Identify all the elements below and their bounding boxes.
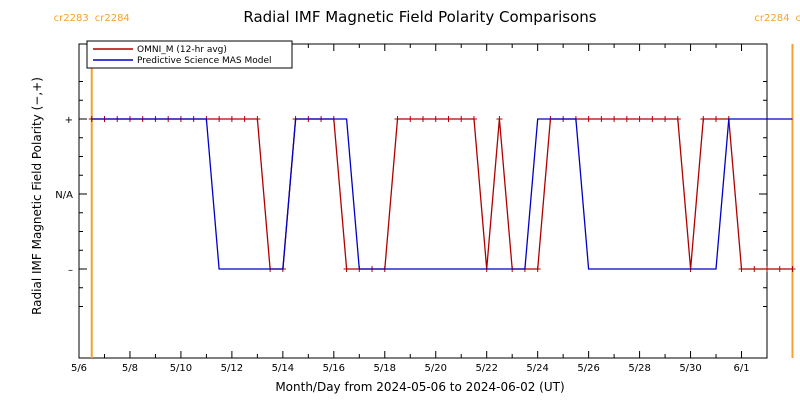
series-line-omni [91,118,793,270]
x-tick-label: 6/1 [733,363,749,374]
omni-data-point [241,116,248,122]
x-tick-label: 5/20 [425,363,447,374]
x-tick-label: 5/18 [374,363,396,374]
y-axis-title: Radial IMF Magnetic Field Polarity (−,+) [30,77,44,315]
x-tick-label: 5/12 [221,363,243,374]
x-tick-label: 5/22 [475,363,497,374]
x-tick-label: 5/16 [323,363,345,374]
x-axis: 5/6 5/8 5/10 5/12 5/14 5/16 5/18 5/20 5/22 5/24 5/… [71,44,768,374]
omni-data-point [713,116,720,122]
omni-data-point [674,116,681,122]
x-tick-label: 5/30 [679,363,701,374]
omni-data-point [776,266,783,272]
x-axis-title: Month/Day from 2024-05-06 to 2024-06-02 … [275,380,564,394]
omni-data-point [662,116,669,122]
omni-data-point [420,116,426,122]
x-tick-label: 5/28 [628,363,650,374]
omni-data-point [445,116,452,122]
omni-data-point [751,266,758,272]
omni-data-point [738,266,745,272]
omni-data-point [700,116,707,122]
x-tick-label: 5/6 [71,363,87,374]
omni-data-point [534,266,541,272]
carrington-boundary-lines [90,44,794,358]
y-tick-label: + [65,115,73,126]
omni-data-point [585,116,592,122]
omni-data-point [496,116,503,122]
cr-label-before: cr2283 [54,13,89,24]
omni-data-point [394,116,401,122]
omni-data-point [343,266,350,272]
omni-data-point [649,116,656,122]
omni-data-point [764,266,770,272]
cr-label-after: cr2284 [95,13,130,24]
legend-label-mas: Predictive Science MAS Model [137,56,272,66]
cr-label-before: cr2284 [754,13,789,24]
omni-data-point [432,116,439,122]
y-tick-label: N/A [55,190,73,201]
omni-data-point [470,116,477,122]
y-tick-label: – [68,265,73,276]
series-layer [88,116,796,272]
x-tick-label: 5/26 [577,363,599,374]
carrington-rotation-labels: cr2283 cr2284 cr2284 cr2285 [54,13,800,24]
omni-data-point [789,266,796,272]
x-tick-label: 5/8 [122,363,138,374]
omni-data-point [228,116,235,122]
omni-data-point [611,116,618,122]
cr-label-after: cr2285 [795,13,800,24]
x-tick-label: 5/14 [272,363,294,374]
x-tick-label: 5/10 [170,363,192,374]
omni-data-point [623,116,630,122]
series-line-mas [91,118,793,270]
legend: OMNI_M (12-hr avg) Predictive Science MA… [86,40,293,69]
x-tick-label: 5/24 [526,363,548,374]
y-axis: + N/A – [55,81,767,307]
chart-title: Radial IMF Magnetic Field Polarity Compa… [243,8,596,26]
omni-data-point [216,116,223,122]
omni-data-point [636,116,643,122]
omni-data-point [458,116,465,122]
plot-area-frame [78,43,768,359]
legend-box [86,40,293,69]
legend-label-omni: OMNI_M (12-hr avg) [137,45,227,55]
omni-data-point [254,116,261,122]
omni-data-point [598,116,605,122]
omni-data-point [407,116,414,122]
